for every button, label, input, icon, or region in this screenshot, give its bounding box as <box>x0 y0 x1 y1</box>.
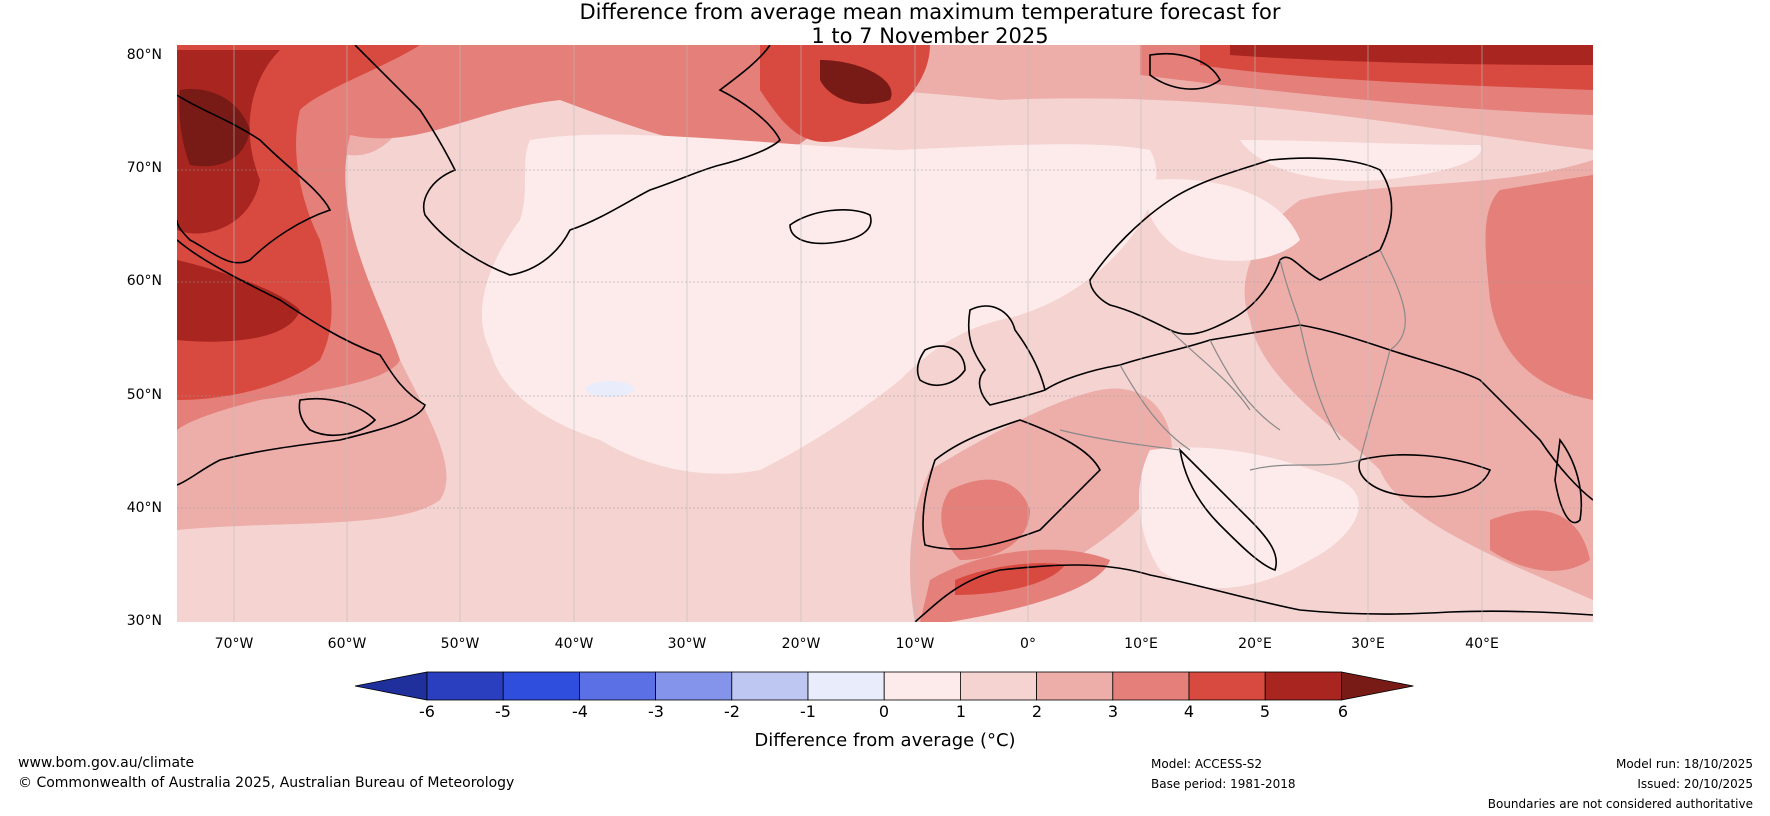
colorbar-tick: 1 <box>955 702 967 721</box>
colorbar-segment <box>1112 671 1190 701</box>
title-line-1: Difference from average mean maximum tem… <box>579 0 1281 24</box>
colorbar-tick: -4 <box>572 702 588 721</box>
iberia-coastline <box>922 419 1101 550</box>
italy-coastline <box>1178 447 1277 572</box>
lon-label-70w: 70°W <box>214 636 254 652</box>
base-period-text: Base period: 1981-2018 <box>1151 777 1296 791</box>
disclaimer-text: Boundaries are not considered authoritat… <box>1487 797 1753 811</box>
colorbar-segment <box>960 671 1038 701</box>
anomaly-band-4-5-morocco <box>955 563 1065 595</box>
baffin-coastline <box>177 94 332 264</box>
model-text: Model: ACCESS-S2 <box>1151 757 1263 771</box>
lon-label-20e: 20°E <box>1238 636 1272 652</box>
ireland-coastline <box>916 345 966 386</box>
coastlines <box>177 45 1593 622</box>
colorbar-segment <box>883 671 961 701</box>
colorbar-tick: 6 <box>1337 702 1349 721</box>
temperature-anomaly-field <box>177 45 1593 622</box>
lon-label-30w: 30°W <box>667 636 707 652</box>
great-britain-coastline <box>967 305 1046 406</box>
colorbar-segment <box>655 671 733 701</box>
lon-label-40e: 40°E <box>1465 636 1499 652</box>
colorbar-tick: 2 <box>1031 702 1043 721</box>
anomaly-band-above-6 <box>179 89 250 167</box>
colorbar-segment <box>1188 671 1266 701</box>
colorbar-tick: -3 <box>648 702 664 721</box>
colorbar <box>354 671 1414 701</box>
lon-label-10e: 10°E <box>1124 636 1158 652</box>
anomaly-band-3-4 <box>177 45 832 430</box>
caspian-coastline <box>1554 437 1583 524</box>
lat-label-70n: 70°N <box>126 160 162 176</box>
svalbard-coastline <box>1149 52 1222 90</box>
lon-label-50w: 50°W <box>440 636 480 652</box>
lon-label-30e: 30°E <box>1351 636 1385 652</box>
model-run-text: Model run: 18/10/2025 <box>1615 757 1753 771</box>
colorbar-tick: 4 <box>1183 702 1195 721</box>
colorbar-tick: 0 <box>878 702 890 721</box>
colorbar-extend-low <box>354 671 428 701</box>
colorbar-segment <box>502 671 580 701</box>
labrador-coastline <box>177 239 426 486</box>
colorbar-segment <box>807 671 885 701</box>
lon-label-0: 0° <box>1020 636 1036 652</box>
anomaly-band-5-6 <box>177 260 300 342</box>
lon-label-10w: 10°W <box>895 636 935 652</box>
lat-label-80n: 80°N <box>126 47 162 63</box>
colorbar-tick: -2 <box>724 702 740 721</box>
anomaly-band-minus1-0 <box>586 381 634 397</box>
anomaly-band-above-6-greenland <box>820 60 892 104</box>
europe-coastline <box>1044 324 1593 501</box>
colorbar-label: Difference from average (°C) <box>754 730 1016 751</box>
lat-label-40n: 40°N <box>126 500 162 516</box>
iceland-coastline <box>789 209 872 245</box>
colorbar-tick: 5 <box>1259 702 1271 721</box>
newfoundland-coastline <box>298 397 377 436</box>
title-line-2: 1 to 7 November 2025 <box>811 24 1049 48</box>
black-sea-coastline <box>1358 454 1492 498</box>
anomaly-band-0-1-east <box>1240 140 1482 181</box>
issued-text: Issued: 20/10/2025 <box>1637 777 1753 791</box>
colorbar-tick: -6 <box>419 702 435 721</box>
lat-label-60n: 60°N <box>126 273 162 289</box>
map-title: Difference from average mean maximum tem… <box>0 0 1770 48</box>
lat-label-30n: 30°N <box>126 613 162 629</box>
anomaly-band-0-1-baltic <box>1146 179 1300 261</box>
colorbar-tick: -5 <box>495 702 511 721</box>
lon-label-20w: 20°W <box>781 636 821 652</box>
anomaly-band-0-1-med <box>1139 447 1359 589</box>
colorbar-segment <box>731 671 809 701</box>
anomaly-band-3-4-east <box>1485 175 1593 400</box>
greenland-coastline <box>354 45 781 276</box>
norway-coastline <box>1089 157 1393 335</box>
lat-label-50n: 50°N <box>126 387 162 403</box>
colorbar-extend-high <box>1341 671 1414 701</box>
north-africa-coastline <box>914 564 1593 622</box>
colorbar-tick: 3 <box>1107 702 1119 721</box>
anomaly-band-5-6-north <box>1230 45 1593 65</box>
country-borders <box>1059 249 1406 471</box>
lon-label-40w: 40°W <box>554 636 594 652</box>
colorbar-segment <box>1036 671 1114 701</box>
anomaly-band-3-4-turkey <box>1490 510 1590 571</box>
anomaly-band-0-1 <box>481 134 1157 474</box>
colorbar-tick: -1 <box>800 702 816 721</box>
copyright-text: © Commonwealth of Australia 2025, Austra… <box>18 775 515 791</box>
colorbar-segment <box>426 671 504 701</box>
colorbar-segment <box>579 671 657 701</box>
graticule <box>177 45 1593 622</box>
colorbar-segment <box>1264 671 1342 701</box>
website-link[interactable]: www.bom.gov.au/climate <box>18 755 195 771</box>
lon-label-60w: 60°W <box>327 636 367 652</box>
